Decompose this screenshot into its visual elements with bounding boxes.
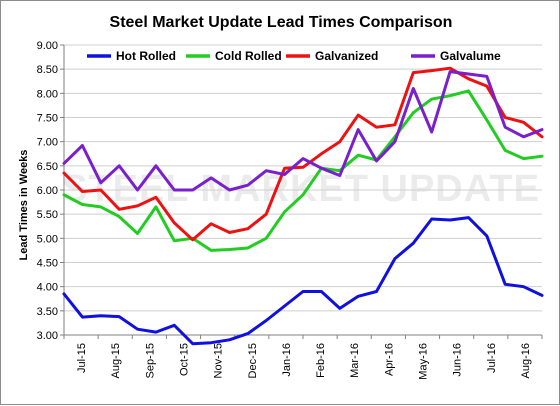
- series-line-cold-rolled: [62, 89, 544, 252]
- y-tick-label: 9.00: [37, 40, 58, 52]
- x-tick-label: Aug-16: [520, 343, 532, 378]
- x-tick-label: Feb-16: [315, 343, 327, 378]
- y-tick-label: 7.50: [37, 113, 58, 125]
- x-tick-label: Aug-15: [110, 343, 122, 378]
- x-tick-label: Mar-16: [349, 343, 361, 378]
- y-tick-label: 3.00: [37, 330, 58, 342]
- x-tick-label: Jul-15: [76, 343, 88, 373]
- x-tick-label: Dec-15: [247, 343, 259, 378]
- y-tick-label: 5.00: [37, 233, 58, 245]
- series-line-galvalume: [62, 70, 544, 192]
- y-tick-label: 4.00: [37, 282, 58, 294]
- y-tick-label: 8.50: [37, 64, 58, 76]
- x-tick-label: Nov-15: [213, 343, 225, 378]
- x-tick-label: May-16: [418, 343, 430, 380]
- y-tick-label: 8.00: [37, 88, 58, 100]
- y-tick-label: 7.00: [37, 137, 58, 149]
- x-tick-label: Jul-16: [486, 343, 498, 373]
- x-tick-label: Jan-16: [281, 343, 293, 377]
- axes: [63, 45, 543, 339]
- legend-label-hot-rolled: Hot Rolled: [116, 49, 176, 63]
- series-line-galvanized: [62, 66, 544, 242]
- y-tick-label: 5.50: [37, 209, 58, 221]
- y-tick-label: 6.00: [37, 185, 58, 197]
- legend-label-galvalume: Galvalume: [440, 49, 501, 63]
- y-tick-label: 6.50: [37, 161, 58, 173]
- series-lines: [62, 66, 544, 346]
- y-tick-labels: 3.00 3.50 4.00 4.50 5.00 5.50 6.00 6.50 7.00 7.50…: [37, 40, 58, 342]
- x-tick-label: Oct-15: [179, 343, 191, 376]
- x-tick-labels: Jul-15 Aug-15 Sep-15 Oct-15 Nov-15 Dec-15 Jan-…: [76, 343, 532, 380]
- chart-title: Steel Market Update Lead Times Compariso…: [110, 14, 453, 31]
- y-tick-label: 4.50: [37, 258, 58, 270]
- chart-watermark: STEEL MARKET UPDATE: [62, 168, 540, 210]
- series-line-hot-rolled: [62, 216, 544, 346]
- legend: Hot Rolled Cold Rolled Galvanized Galvalume: [87, 49, 501, 63]
- x-tick-label: Sep-15: [144, 343, 156, 378]
- legend-label-galvanized: Galvanized: [315, 49, 378, 63]
- gridlines: [60, 44, 542, 336]
- y-axis-label: Lead Times in Weeks: [18, 150, 30, 261]
- x-tick-label: Apr-16: [383, 343, 395, 376]
- y-tick-label: 3.50: [37, 306, 58, 318]
- legend-label-cold-rolled: Cold Rolled: [215, 49, 282, 63]
- x-tick-label: Jun-16: [452, 343, 464, 377]
